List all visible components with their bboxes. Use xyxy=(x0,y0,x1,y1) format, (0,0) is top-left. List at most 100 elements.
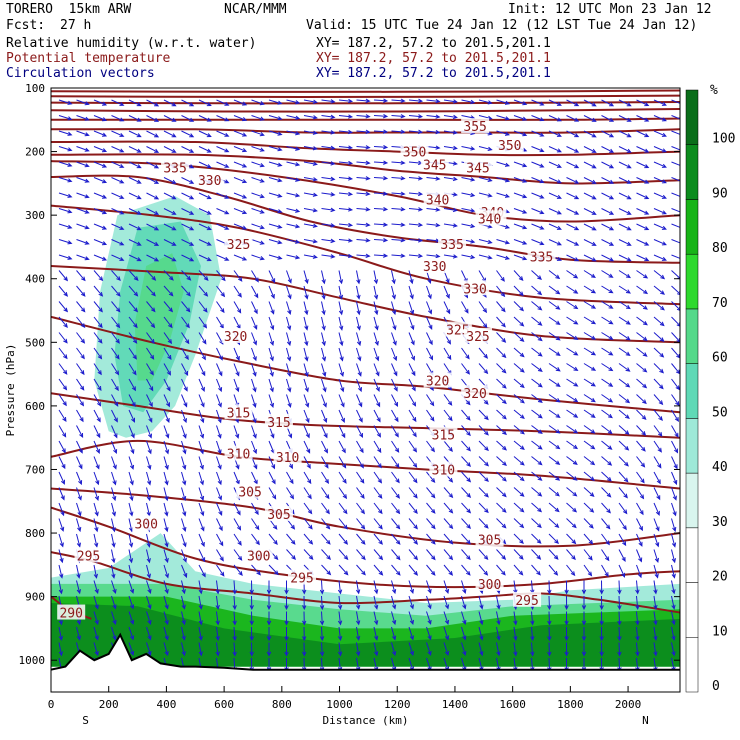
circulation-vector xyxy=(233,223,248,230)
x-tick-label: 1200 xyxy=(384,698,411,711)
circulation-vector xyxy=(163,347,172,360)
circulation-vector xyxy=(583,223,597,231)
circulation-vector xyxy=(181,254,195,262)
colorbar-swatch-0 xyxy=(685,637,699,693)
circulation-vector xyxy=(93,208,108,215)
circulation-vector xyxy=(163,611,169,626)
circulation-vector xyxy=(478,146,493,151)
circulation-vector xyxy=(531,564,541,576)
circulation-vector xyxy=(111,471,117,486)
circulation-vector xyxy=(671,626,676,641)
circulation-vector xyxy=(249,580,254,595)
circulation-vector xyxy=(251,363,257,377)
circulation-vector xyxy=(268,456,276,470)
circulation-vector xyxy=(391,440,400,453)
circulation-vector xyxy=(566,254,580,262)
circulation-vector xyxy=(286,549,296,560)
circulation-vector xyxy=(356,363,362,377)
circulation-vector xyxy=(566,316,579,325)
circulation-vector xyxy=(58,99,73,105)
circulation-vector xyxy=(548,99,562,106)
theta-label-290: 290 xyxy=(59,607,82,622)
circulation-vector xyxy=(58,177,73,183)
circulation-vector xyxy=(617,626,622,642)
circulation-vector xyxy=(58,549,64,564)
circulation-vector xyxy=(391,425,399,438)
circulation-vector xyxy=(356,238,371,243)
circulation-vector xyxy=(653,130,667,137)
circulation-vector xyxy=(531,115,545,122)
circulation-vector xyxy=(198,270,209,281)
circulation-vector xyxy=(111,378,119,392)
circulation-vector xyxy=(373,611,379,626)
circulation-vector xyxy=(653,440,662,453)
circulation-vector xyxy=(636,161,650,169)
circulation-vector xyxy=(93,611,99,626)
colorbar-label-90: 90 xyxy=(712,186,728,201)
circulation-vector xyxy=(618,208,632,215)
circulation-vector xyxy=(356,564,366,576)
circulation-vector xyxy=(408,456,418,468)
circulation-vector xyxy=(391,238,406,243)
circulation-vector xyxy=(531,502,543,513)
theta-label-330: 330 xyxy=(463,282,486,297)
circulation-vector xyxy=(548,115,562,122)
circulation-vector xyxy=(356,114,371,119)
circulation-vector xyxy=(373,144,389,150)
circulation-vector xyxy=(337,580,343,595)
circulation-vector xyxy=(618,99,632,107)
circulation-vector xyxy=(653,580,658,595)
circulation-vector xyxy=(617,642,622,657)
circulation-vector xyxy=(426,595,432,610)
circulation-vector xyxy=(321,285,326,300)
circulation-vector xyxy=(531,130,545,137)
circulation-vector xyxy=(583,99,597,107)
circulation-vector xyxy=(286,332,292,347)
circulation-vector xyxy=(601,270,614,278)
circulation-vector xyxy=(373,549,384,561)
circulation-vector xyxy=(76,471,83,486)
circulation-vector xyxy=(181,440,187,455)
circulation-vector xyxy=(373,316,379,331)
circulation-vector xyxy=(356,253,371,258)
circulation-vector xyxy=(566,301,579,310)
circulation-vector xyxy=(146,301,156,313)
circulation-vector xyxy=(128,425,135,439)
circulation-vector xyxy=(581,596,587,611)
theta-contour-345 xyxy=(51,153,680,185)
circulation-vector xyxy=(513,440,525,451)
circulation-vector xyxy=(286,394,292,408)
circulation-vector xyxy=(76,254,90,261)
circulation-vector xyxy=(478,316,488,329)
circulation-vector xyxy=(443,176,458,182)
circulation-vector xyxy=(461,533,471,545)
circulation-vector xyxy=(163,192,177,200)
circulation-vector xyxy=(636,409,647,421)
circulation-vector xyxy=(408,487,418,499)
circulation-vector xyxy=(618,285,631,294)
circulation-vector xyxy=(321,332,326,347)
theta-label-bg xyxy=(236,483,265,499)
circulation-vector xyxy=(93,502,99,517)
circulation-vector xyxy=(408,409,417,423)
circulation-vector xyxy=(671,533,677,548)
circulation-vector xyxy=(513,394,525,404)
circulation-vector xyxy=(251,99,265,106)
circulation-vector xyxy=(583,161,597,169)
circulation-vector xyxy=(303,471,312,485)
circulation-vector xyxy=(268,223,283,229)
circulation-vector xyxy=(408,394,417,407)
circulation-vector xyxy=(163,177,177,184)
circulation-vector xyxy=(286,316,292,331)
circulation-vector xyxy=(284,596,289,611)
circulation-vector xyxy=(303,316,309,331)
circulation-vector xyxy=(338,285,344,300)
circulation-vector xyxy=(653,332,665,342)
circulation-vector xyxy=(163,502,169,517)
circulation-vector xyxy=(671,177,680,184)
circulation-vector xyxy=(286,223,301,229)
circulation-vector xyxy=(478,99,493,105)
circulation-vector xyxy=(111,580,117,594)
circulation-vector xyxy=(671,347,680,359)
